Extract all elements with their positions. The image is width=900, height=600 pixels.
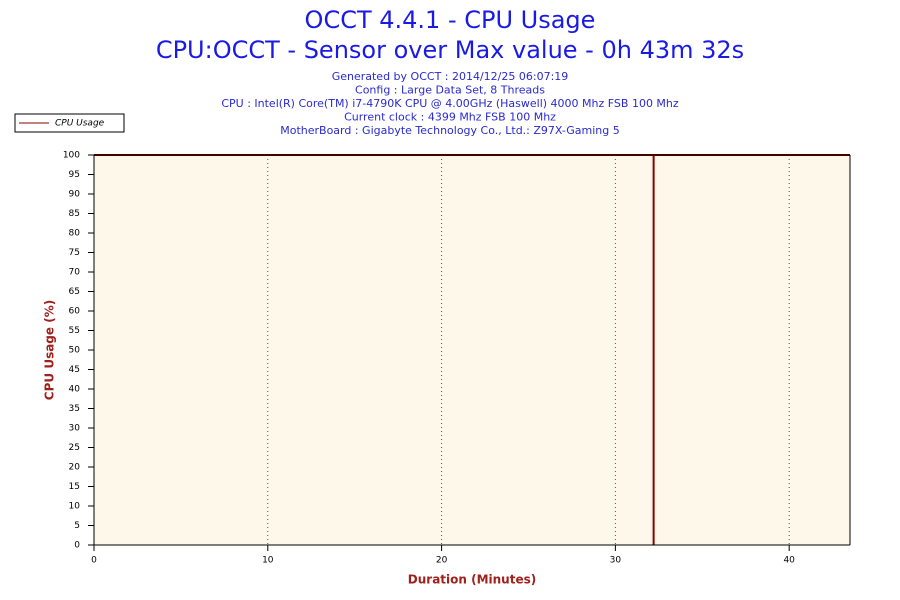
info-line: Generated by OCCT : 2014/12/25 06:07:19 bbox=[332, 70, 569, 83]
x-tick-label: 10 bbox=[262, 556, 274, 566]
y-tick-label: 10 bbox=[69, 502, 81, 512]
y-tick-label: 30 bbox=[69, 424, 81, 434]
y-tick-label: 100 bbox=[63, 151, 80, 161]
x-tick-label: 20 bbox=[436, 556, 448, 566]
y-tick-label: 40 bbox=[69, 385, 81, 395]
y-tick-label: 45 bbox=[69, 365, 80, 375]
y-tick-label: 60 bbox=[69, 307, 81, 317]
x-tick-label: 0 bbox=[91, 556, 97, 566]
y-tick-label: 55 bbox=[69, 326, 80, 336]
y-tick-label: 25 bbox=[69, 443, 80, 453]
y-tick-label: 95 bbox=[69, 170, 80, 180]
y-axis-label: CPU Usage (%) bbox=[43, 300, 57, 400]
info-line: Current clock : 4399 Mhz FSB 100 Mhz bbox=[344, 111, 556, 124]
info-line: CPU : Intel(R) Core(TM) i7-4790K CPU @ 4… bbox=[221, 97, 679, 110]
info-line: Config : Large Data Set, 8 Threads bbox=[355, 84, 545, 97]
y-tick-label: 35 bbox=[69, 404, 80, 414]
x-tick-label: 30 bbox=[610, 556, 622, 566]
info-line: MotherBoard : Gigabyte Technology Co., L… bbox=[280, 124, 620, 137]
y-tick-label: 15 bbox=[69, 482, 80, 492]
x-axis-label: Duration (Minutes) bbox=[408, 573, 536, 587]
y-tick-label: 70 bbox=[69, 268, 81, 278]
y-tick-label: 50 bbox=[69, 346, 81, 356]
y-tick-label: 5 bbox=[74, 521, 80, 531]
y-tick-label: 65 bbox=[69, 287, 80, 297]
y-tick-label: 80 bbox=[69, 229, 81, 239]
y-tick-label: 90 bbox=[69, 190, 81, 200]
legend-label: CPU Usage bbox=[55, 119, 105, 129]
chart-subtitle: CPU:OCCT - Sensor over Max value - 0h 43… bbox=[156, 36, 744, 64]
chart-title: OCCT 4.4.1 - CPU Usage bbox=[305, 6, 596, 34]
y-tick-label: 20 bbox=[69, 463, 81, 473]
y-tick-label: 75 bbox=[69, 248, 80, 258]
y-tick-label: 0 bbox=[74, 541, 80, 551]
plot-area bbox=[94, 155, 850, 545]
legend-box bbox=[14, 113, 125, 133]
y-tick-label: 85 bbox=[69, 209, 80, 219]
x-tick-label: 40 bbox=[783, 556, 795, 566]
